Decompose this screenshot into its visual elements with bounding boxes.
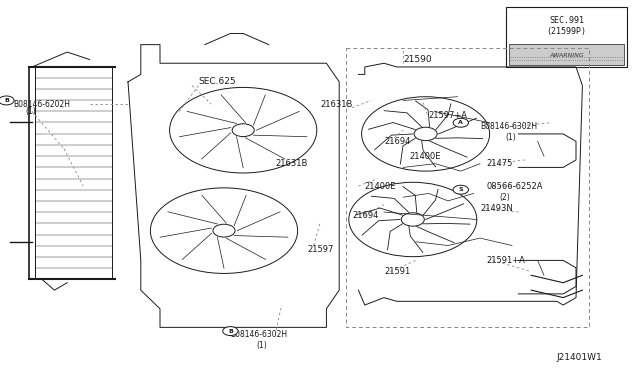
Text: 21591+A: 21591+A	[486, 256, 525, 265]
Text: AWARNING: AWARNING	[549, 52, 584, 58]
Text: B08146-6302H: B08146-6302H	[230, 330, 287, 339]
Text: 21631B: 21631B	[320, 100, 353, 109]
Text: (2): (2)	[499, 193, 510, 202]
Text: 21631B: 21631B	[275, 159, 308, 168]
Text: J21401W1: J21401W1	[557, 353, 602, 362]
Text: 21694: 21694	[384, 137, 410, 146]
Text: 21493N: 21493N	[480, 204, 513, 213]
Text: 21597: 21597	[307, 245, 333, 254]
Text: S: S	[458, 187, 463, 192]
Circle shape	[453, 185, 468, 194]
Text: (1): (1)	[256, 341, 267, 350]
Text: 21694: 21694	[352, 211, 378, 220]
Bar	[35, 67, 112, 279]
Text: SEC.625: SEC.625	[198, 77, 236, 86]
Text: 21400E: 21400E	[410, 152, 441, 161]
Bar	[506, 7, 627, 67]
Text: B08146-6202H: B08146-6202H	[13, 100, 70, 109]
Text: SEC.991: SEC.991	[549, 16, 584, 25]
Text: 21475: 21475	[486, 159, 513, 168]
Text: B: B	[4, 98, 9, 103]
Text: 21590: 21590	[403, 55, 432, 64]
Text: (1): (1)	[506, 133, 516, 142]
Text: (21599P): (21599P)	[547, 27, 586, 36]
Text: 21597+A: 21597+A	[429, 111, 468, 120]
Text: A: A	[458, 120, 463, 125]
Text: B08146-6302H: B08146-6302H	[480, 122, 537, 131]
Text: 21400E: 21400E	[365, 182, 396, 190]
Circle shape	[0, 96, 14, 105]
Text: B: B	[228, 328, 233, 334]
Circle shape	[223, 327, 238, 336]
Text: 08566-6252A: 08566-6252A	[486, 182, 543, 190]
Text: (1): (1)	[26, 107, 36, 116]
Bar	[509, 44, 624, 65]
Text: 21591: 21591	[384, 267, 410, 276]
Circle shape	[453, 118, 468, 127]
